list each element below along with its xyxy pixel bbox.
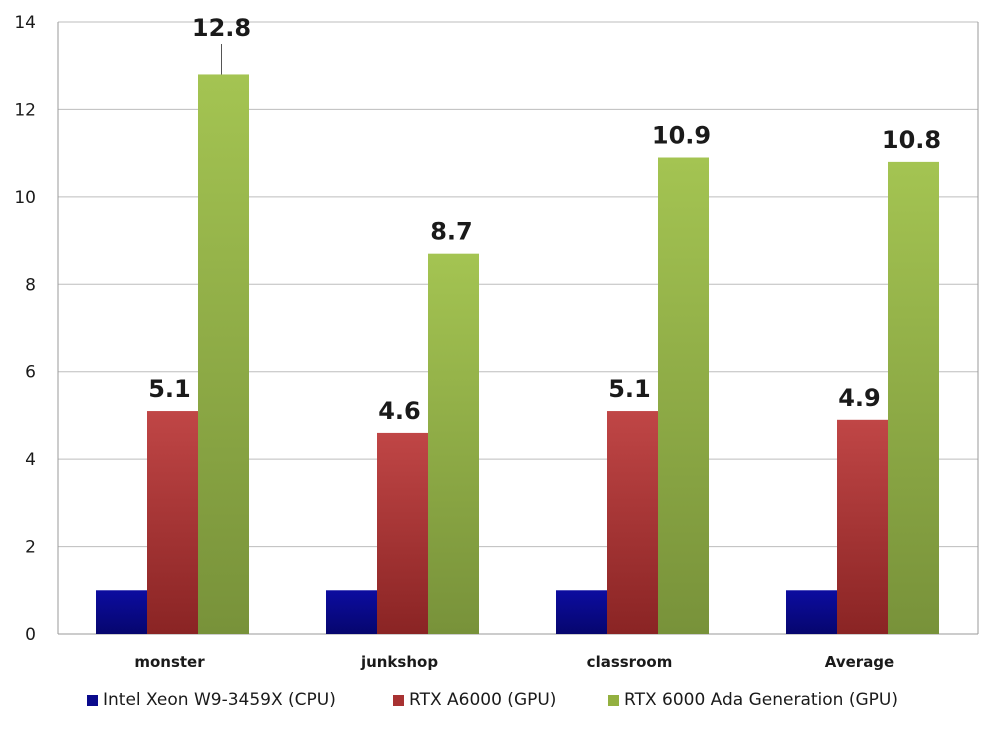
bar-rtx-a6000-junkshop bbox=[377, 432, 428, 634]
data-label: 4.9 bbox=[838, 384, 881, 412]
y-tick-label: 14 bbox=[14, 13, 36, 33]
legend-label: RTX A6000 (GPU) bbox=[409, 690, 556, 710]
legend: Intel Xeon W9-3459X (CPU) RTX A6000 (GPU)… bbox=[87, 690, 898, 710]
data-label: 5.1 bbox=[148, 375, 191, 403]
x-category-label: classroom bbox=[587, 653, 673, 671]
y-tick-label: 10 bbox=[14, 188, 36, 208]
data-label: 10.9 bbox=[652, 122, 711, 150]
x-category-label: junkshop bbox=[360, 653, 438, 671]
y-tick-label: 6 bbox=[25, 363, 36, 383]
y-tick-label: 12 bbox=[14, 100, 36, 120]
legend-label: RTX 6000 Ada Generation (GPU) bbox=[624, 690, 898, 710]
y-tick-label: 0 bbox=[25, 625, 36, 645]
x-category-label: Average bbox=[825, 653, 894, 671]
y-tick-label: 4 bbox=[25, 450, 36, 470]
bar-cpu-classroom bbox=[556, 590, 607, 634]
data-label: 12.8 bbox=[192, 14, 251, 42]
y-tick-label: 2 bbox=[25, 538, 36, 558]
bar-rtx-6000-ada-monster bbox=[198, 74, 249, 634]
bar-rtx-a6000-monster bbox=[147, 411, 198, 634]
bars bbox=[96, 74, 939, 634]
legend-swatch bbox=[393, 695, 404, 706]
bar-cpu-average bbox=[786, 590, 837, 634]
bar-rtx-a6000-classroom bbox=[607, 411, 658, 634]
x-category-label: monster bbox=[134, 653, 205, 671]
legend-swatch bbox=[608, 695, 619, 706]
bar-rtx-6000-ada-classroom bbox=[658, 157, 709, 634]
legend-label: Intel Xeon W9-3459X (CPU) bbox=[103, 690, 336, 710]
data-labels: 5.1 12.8 4.6 8.7 5.1 10.9 4.9 10.8 bbox=[148, 14, 941, 425]
data-label: 10.8 bbox=[882, 126, 941, 154]
bar-rtx-6000-ada-junkshop bbox=[428, 253, 479, 634]
bar-rtx-a6000-average bbox=[837, 419, 888, 634]
data-label: 4.6 bbox=[378, 397, 421, 425]
y-tick-label: 8 bbox=[25, 275, 36, 295]
legend-swatch bbox=[87, 695, 98, 706]
bar-cpu-monster bbox=[96, 590, 147, 634]
data-label: 5.1 bbox=[608, 375, 651, 403]
bar-rtx-6000-ada-average bbox=[888, 161, 939, 634]
data-label: 8.7 bbox=[430, 218, 473, 246]
bar-cpu-junkshop bbox=[326, 590, 377, 634]
